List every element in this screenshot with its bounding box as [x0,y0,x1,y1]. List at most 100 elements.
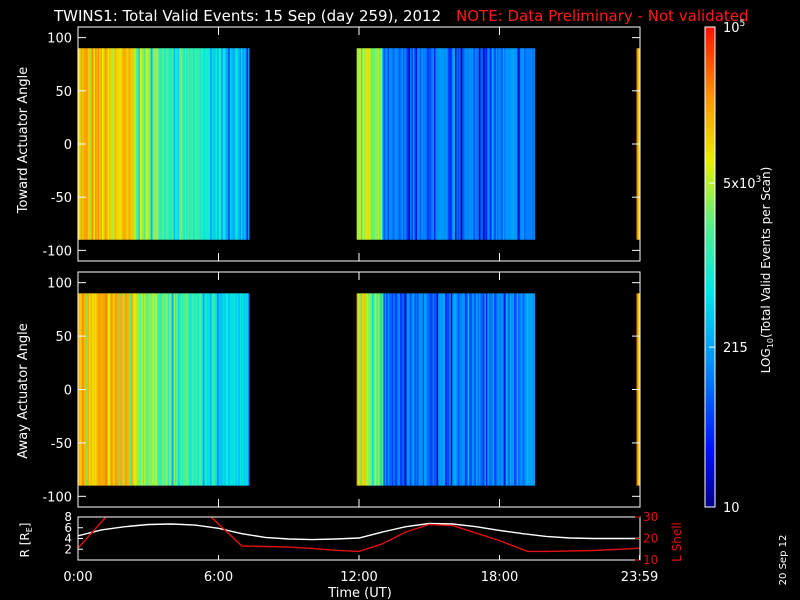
spectrogram-stripe [165,293,167,486]
spectrogram-stripe [522,293,525,486]
spectrogram-stripe [487,293,490,486]
spectrogram-stripe [455,48,457,240]
spectrogram-stripe [99,48,101,240]
lshell-tick-label: 20 [643,532,658,546]
spectrogram-stripe [459,48,462,240]
spectrogram-stripe [502,293,505,486]
spectrogram-stripe [460,48,463,240]
spectrogram-stripe [512,48,515,240]
spectrogram-stripe [106,48,108,240]
spectrogram-stripe [384,48,387,240]
spectrogram-stripe [235,48,238,240]
radius-label: R [RE] [18,523,34,558]
spectrogram-stripe [87,293,90,486]
spectrogram-stripe [148,48,151,240]
spectrogram-stripe [212,293,215,486]
spectrogram-stripe [219,293,222,486]
spectrogram-stripe [358,48,360,240]
spectrogram-stripe [166,48,169,240]
spectrogram-stripe [108,293,111,486]
spectrogram-stripe [225,48,228,240]
spectrogram-stripe [494,48,497,240]
spectrogram-stripe [526,48,529,240]
spectrogram-stripe [233,293,236,486]
spectrogram-stripe [370,48,373,240]
spectrogram-stripe [122,48,125,240]
spectrogram-stripe [86,293,89,486]
spectrogram-stripe [159,293,162,486]
spectrogram-stripe [106,293,108,486]
spectrogram-stripe [453,293,456,486]
spectrogram-stripe [101,293,104,486]
spectrogram-stripe [111,48,114,240]
spectrogram-stripe [515,293,518,486]
spectrogram-stripe [173,293,176,486]
spectrogram-stripe [239,293,242,486]
spectrogram-stripe [428,293,431,486]
spectrogram-stripe [383,293,386,486]
spectrogram-stripe [449,48,452,240]
spectrogram-stripe [97,293,100,486]
away-angle-panel: 100 50 0 -50 -100 [42,271,641,508]
spectrogram-stripe [530,48,533,240]
lshell-label: L Shell [670,522,684,562]
colorbar-gradient [704,26,716,508]
spectrogram-stripe [111,293,114,486]
spectrogram-stripe [508,48,511,240]
spectrogram-stripe [457,48,460,240]
spectrogram-stripe [122,293,125,486]
spectrogram-stripe [238,293,240,486]
spectrogram-stripe [104,293,107,486]
spectrogram-stripe [148,293,151,486]
spectrogram-stripe [160,293,163,486]
spectrogram-stripe [187,48,190,240]
spectrogram-stripe [233,48,236,240]
spectrogram-stripe [108,48,111,240]
spectrogram-stripe [228,48,231,240]
spectrogram-stripe [186,293,188,486]
spectrogram-stripe [242,293,245,486]
spectrogram-stripe [466,293,469,486]
spectrogram-stripe [401,48,404,240]
spectrogram-stripe [176,48,179,240]
spectrogram-stripe [414,293,417,486]
spectrogram-stripe [219,48,222,240]
spectrogram-stripe [404,293,407,486]
y-tick-label: -100 [42,244,72,259]
spectrogram-stripe [528,48,530,240]
spectrogram-stripe [129,48,132,240]
spectrogram-stripe [356,48,359,240]
spectrogram-stripe [177,293,180,486]
spectrogram-stripe [197,48,200,240]
spectrogram-stripe [435,293,438,486]
spectrogram-stripe [501,48,504,240]
spectrogram-stripe [471,48,474,240]
spectrogram-stripe [418,48,421,240]
spectrogram-stripe [490,48,492,240]
spectrogram-stripe [180,48,183,240]
spectrogram-stripe [365,293,367,486]
spectrogram-stripe [184,48,187,240]
spectrogram-stripe [485,293,488,486]
spectrogram-stripe [107,293,110,486]
spectrogram-stripe [421,293,424,486]
spectrogram-stripe [149,293,152,486]
spectrogram-stripe [362,48,365,240]
spectrogram-stripe [103,293,106,486]
spectrogram-stripe [463,48,466,240]
spectrogram-stripe [491,293,494,486]
spectrogram-stripe [442,293,445,486]
spectrogram-stripe [96,293,99,486]
radius-label-sub: E [25,527,34,532]
spectrogram-stripe [217,293,219,486]
spectrogram-stripe [115,293,118,486]
spectrogram-stripe [231,293,233,486]
colorbar-label-sub: 10 [766,338,775,348]
spectrogram-stripe [208,48,211,240]
spectrogram-stripe [110,293,113,486]
spectrogram-stripe [246,293,249,486]
spectrogram-stripe [365,48,367,240]
spectrogram-stripe [167,293,170,486]
lshell-series-line [78,517,640,553]
